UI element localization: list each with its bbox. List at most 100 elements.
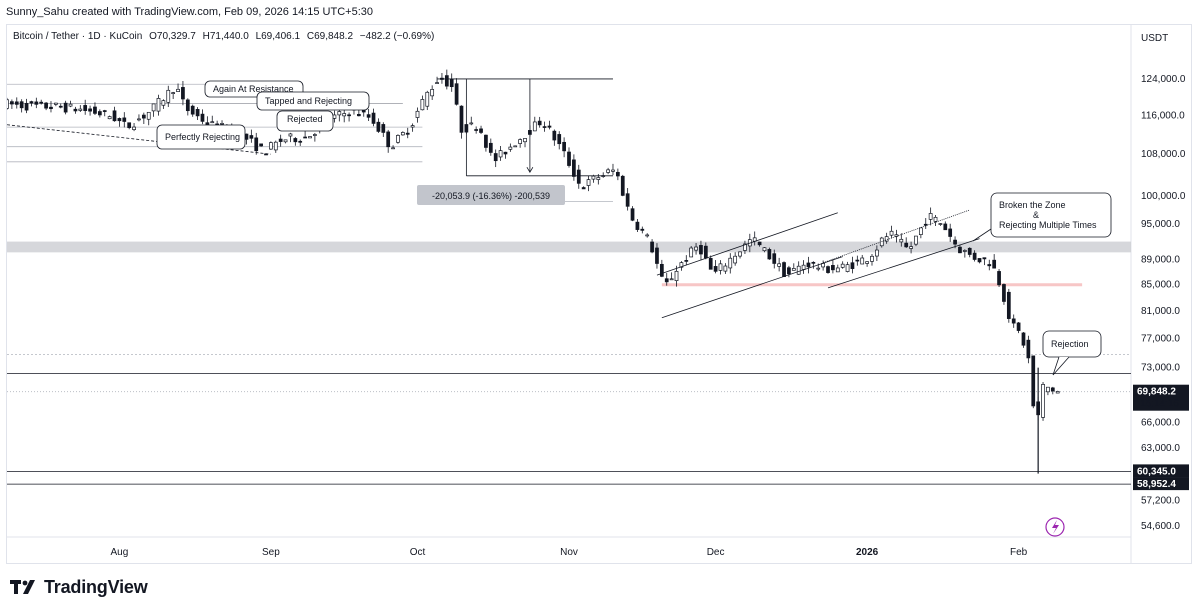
candle-body (659, 263, 664, 277)
candle-body (244, 133, 249, 140)
zones-layer (7, 83, 1131, 485)
price-label-text: 58,952.4 (1137, 479, 1176, 490)
candle-body (254, 137, 259, 152)
price-tick-label: 95,000.0 (1141, 219, 1180, 230)
measure-arrowhead (526, 166, 534, 173)
candle-body (909, 246, 913, 249)
candle-body (1011, 318, 1016, 324)
candle-body (904, 242, 909, 248)
candle-body (777, 263, 782, 267)
candle-body (738, 251, 742, 257)
candle-body (185, 99, 190, 112)
price-tick-label: 116,000.0 (1141, 110, 1185, 121)
candle-body (972, 252, 977, 260)
candle-body (146, 111, 151, 120)
candle-body (801, 264, 806, 270)
candle-body (1041, 384, 1045, 418)
candle-body (816, 267, 821, 270)
candle-body (498, 150, 503, 158)
candle-body (10, 101, 14, 105)
candle-body (400, 132, 405, 136)
candle-body (58, 105, 63, 108)
candle-body (625, 193, 630, 207)
candle-body (303, 136, 307, 139)
candle-body (948, 228, 953, 237)
chart-credit: Sunny_Sahu created with TradingView.com,… (6, 6, 374, 18)
chart-frame[interactable]: Bitcoin / Tether · 1D · KuCoin O70,329.7… (6, 24, 1192, 564)
lightning-icon[interactable] (1045, 517, 1065, 537)
symbol-label: Bitcoin / Tether · 1D · KuCoin (13, 31, 142, 42)
annotation-rejected[interactable]: Rejected (276, 110, 334, 132)
price-label-bg (1133, 464, 1189, 478)
candle-body (273, 141, 278, 151)
candle-body (679, 262, 684, 268)
candle-body (865, 261, 869, 264)
candle-body (93, 106, 97, 114)
candle-body (826, 266, 830, 273)
candle-body (767, 249, 772, 260)
price-tick-label: 77,000.0 (1141, 334, 1180, 345)
annotation-text: Again At Resistance (213, 84, 294, 94)
candle-body (376, 121, 381, 132)
candle-body (381, 124, 386, 133)
candle-body (611, 169, 615, 172)
candle-body (845, 264, 850, 272)
drawings-layer (7, 78, 980, 319)
candle-body (269, 142, 273, 150)
candle-body (787, 267, 791, 275)
candle-body (7, 99, 9, 109)
candle-body (630, 208, 635, 221)
candle-body (288, 133, 293, 137)
candle-body (420, 99, 425, 111)
high-value: 71,440.0 (210, 31, 249, 42)
candle-body (581, 187, 586, 190)
candle-body (958, 246, 962, 254)
candle-body (840, 263, 845, 268)
candle-body (1002, 284, 1006, 302)
annotation-perfectly-rejecting[interactable]: Perfectly Rejecting (156, 124, 246, 150)
candle-body (44, 102, 48, 109)
candle-body (107, 116, 112, 120)
candle-body (518, 139, 522, 144)
candle-body (161, 100, 166, 106)
candle-body (967, 247, 972, 255)
change-value: −482.2 (−0.69%) (360, 31, 435, 42)
price-label-text: 69,848.2 (1137, 387, 1176, 398)
candle-body (547, 125, 552, 128)
candle-body (181, 87, 185, 100)
annotation-tapped-and-rejecting[interactable]: Tapped and Rejecting (256, 91, 370, 111)
candle-body (112, 110, 117, 122)
annotation-line-3: Rejecting Multiple Times (999, 220, 1097, 230)
candle-body (1050, 387, 1055, 392)
candle-body (743, 243, 747, 251)
time-tick-label: 2026 (856, 547, 879, 558)
candle-body (694, 246, 698, 251)
tradingview-brand: TradingView (44, 576, 148, 597)
candle-body (567, 151, 571, 166)
candle-body (875, 249, 879, 257)
open-value: 70,329.7 (157, 31, 196, 42)
price-tick-label: 57,200.0 (1141, 496, 1180, 507)
candle-body (860, 257, 865, 265)
candle-body (503, 151, 508, 155)
price-chart[interactable]: Bitcoin / Tether · 1D · KuCoin O70,329.7… (7, 25, 1191, 563)
time-tick-label: Oct (410, 547, 426, 558)
annotation-broken-the-zone[interactable]: Broken the Zone & Rejecting Multiple Tim… (972, 192, 1112, 242)
time-tick-label: Feb (1010, 547, 1028, 558)
annotation-rejection[interactable]: Rejection (1042, 330, 1102, 376)
candle-body (850, 262, 855, 269)
candle-body (523, 138, 527, 143)
candle-body (699, 245, 703, 255)
candle-body (703, 245, 708, 259)
candle-body (24, 102, 29, 111)
measure-label[interactable]: -20,053.9 (-16.36%) -200,539 (417, 185, 565, 205)
candle-body (122, 117, 127, 122)
candle-body (356, 113, 361, 117)
price-tick-label: 54,600.0 (1141, 521, 1180, 532)
candle-body (171, 92, 176, 94)
candle-body (176, 88, 180, 92)
price-ticks: 124,000.0 116,000.0 108,000.0 100,000.0 95,0… (1141, 74, 1186, 532)
price-label-bg (1133, 384, 1189, 411)
candle-body (366, 114, 371, 118)
candle-body (337, 111, 342, 116)
